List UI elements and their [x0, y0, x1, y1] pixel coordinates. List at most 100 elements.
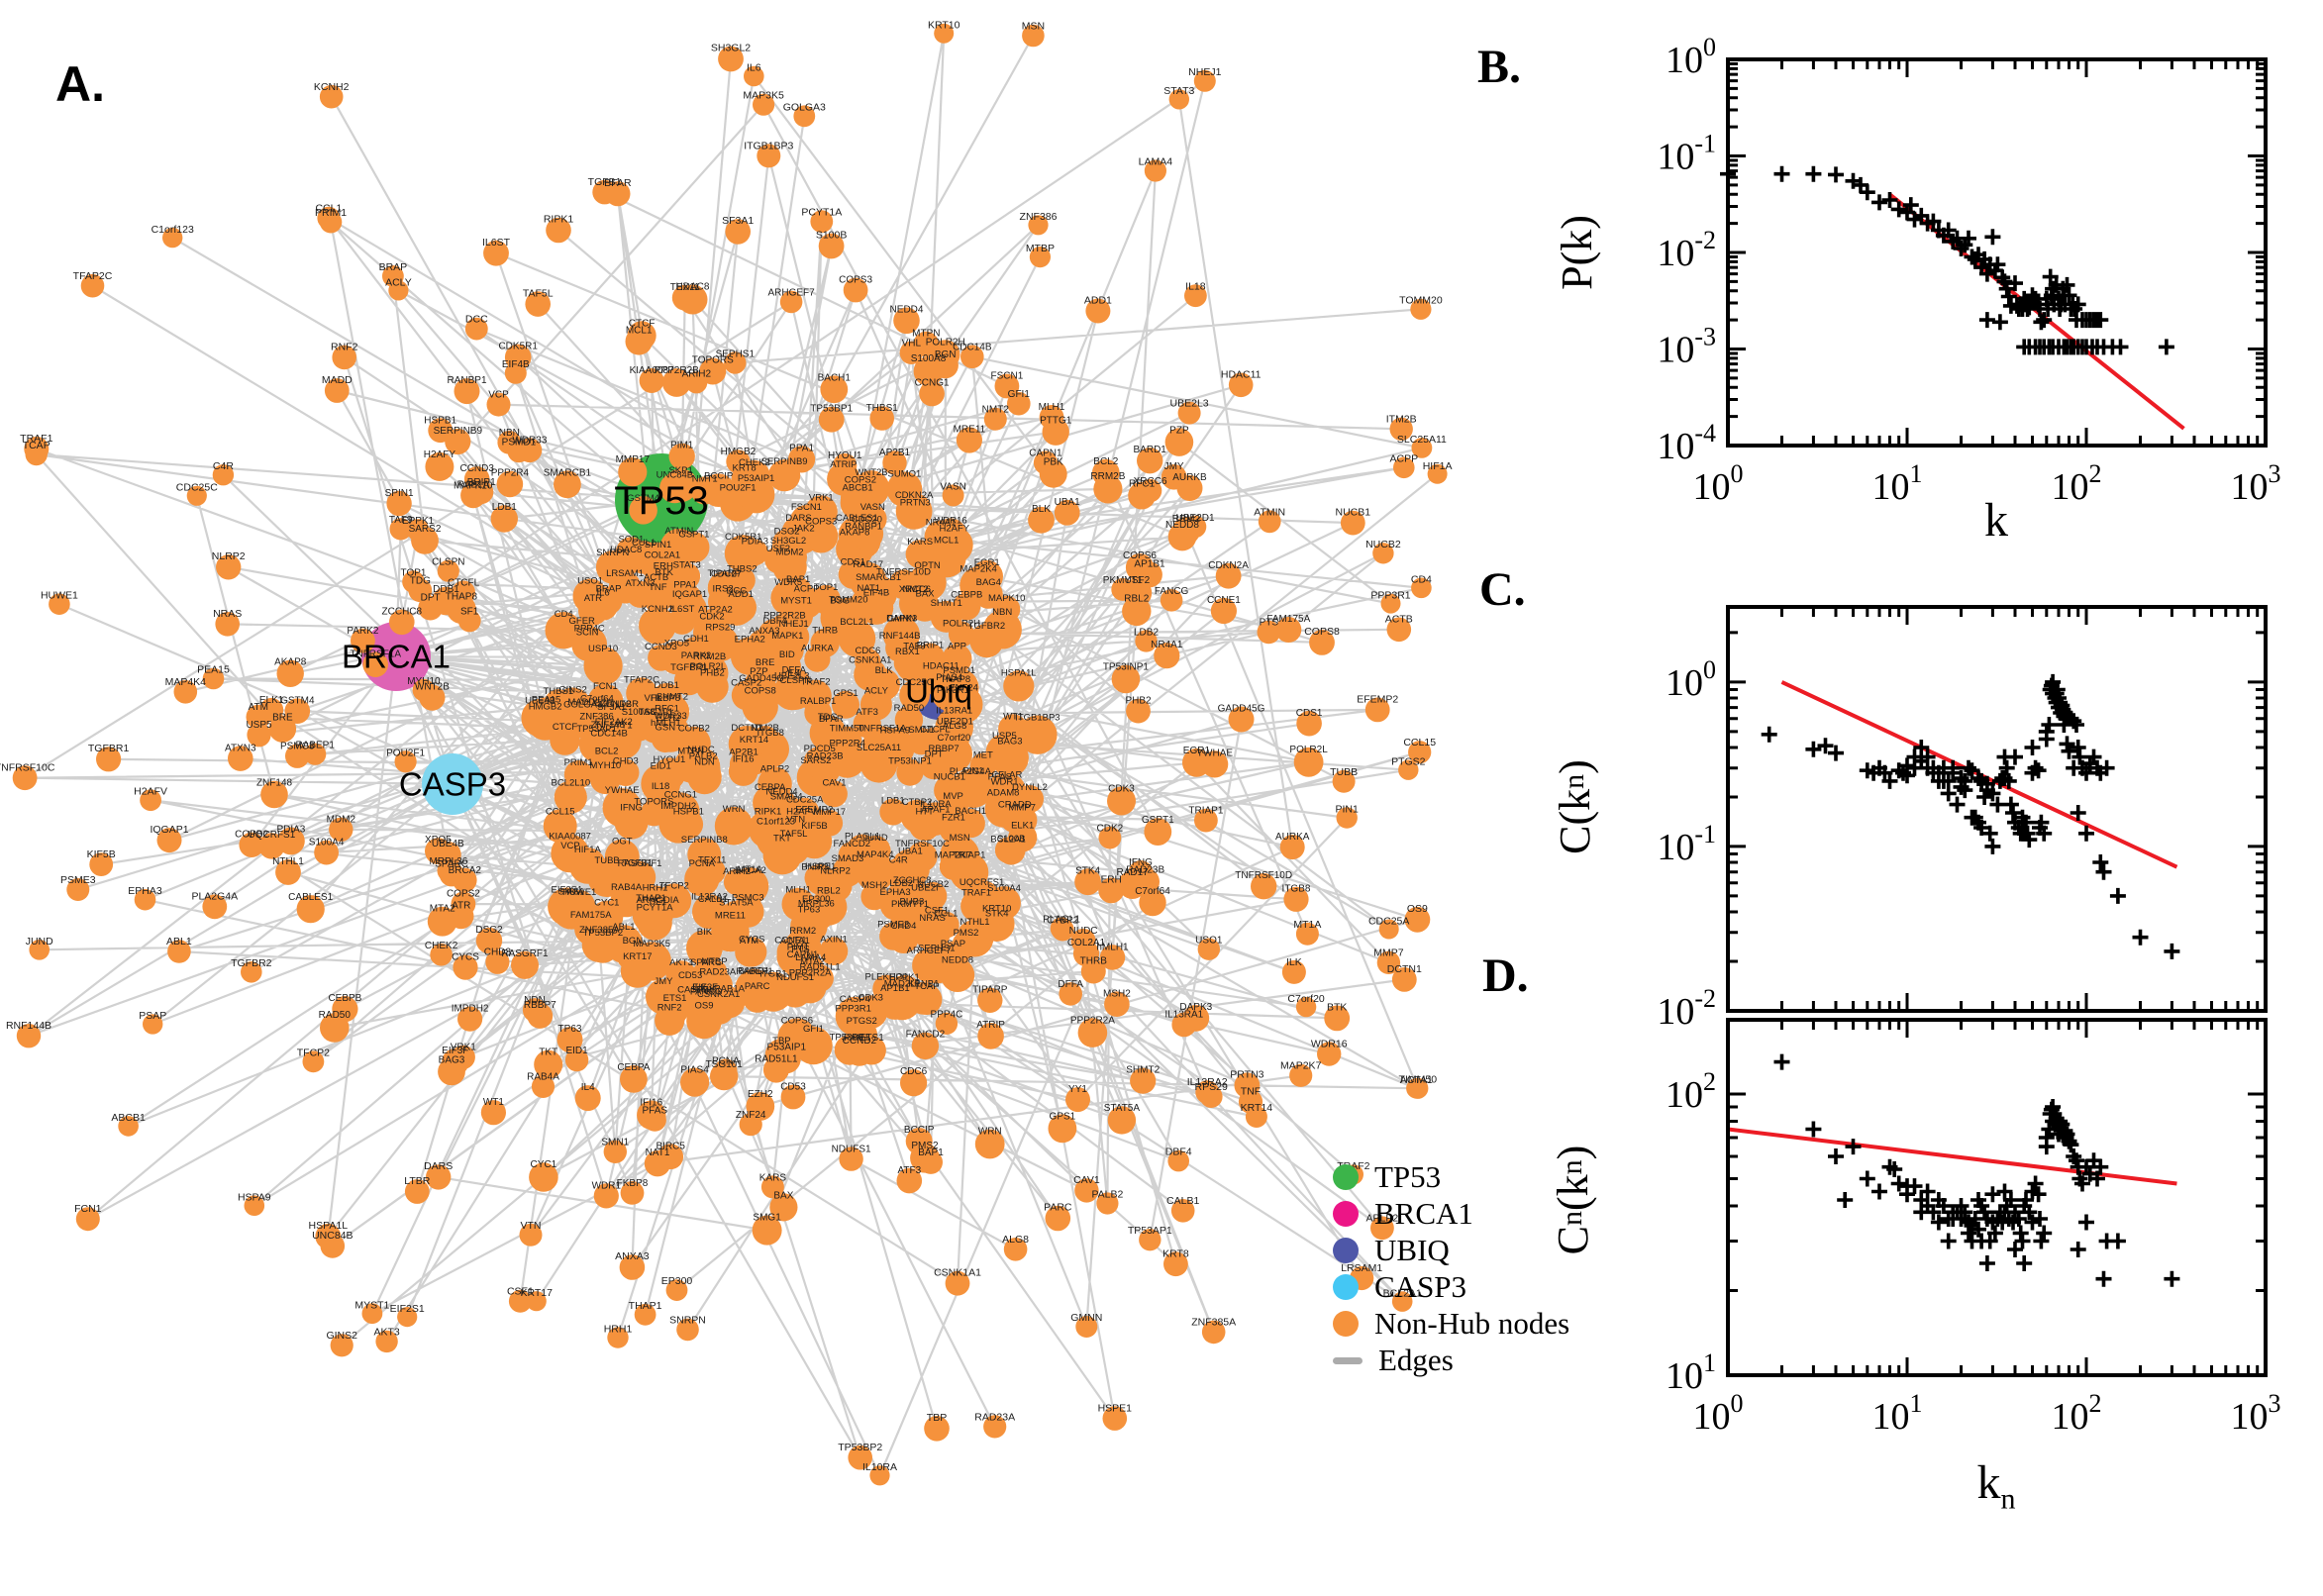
svg-text:S100A4: S100A4: [309, 838, 345, 848]
svg-text:CD4: CD4: [1411, 574, 1432, 586]
svg-text:SF3A1: SF3A1: [722, 215, 754, 227]
svg-text:IL4: IL4: [581, 1082, 595, 1093]
svg-text:WDR33: WDR33: [512, 435, 547, 446]
svg-text:CCL1: CCL1: [315, 203, 342, 215]
svg-text:ATF3: ATF3: [897, 1165, 921, 1176]
svg-text:ILK: ILK: [1286, 956, 1302, 968]
svg-text:NR4A1: NR4A1: [926, 517, 957, 528]
svg-text:ZNF148: ZNF148: [591, 720, 625, 731]
svg-text:WDR5: WDR5: [774, 577, 802, 588]
svg-text:WNT2B: WNT2B: [415, 682, 450, 693]
svg-text:C1orf123: C1orf123: [757, 817, 795, 828]
svg-text:AKT3: AKT3: [373, 1327, 399, 1339]
svg-text:FCN1: FCN1: [74, 1203, 102, 1215]
svg-text:BLK: BLK: [1032, 504, 1051, 515]
protein-network-panel: MDM2 ATM CHEK2 RAD50 BARD1 TP53BP1 MSH2 MRE11 NB…: [0, 20, 1452, 1486]
svg-text:NDUFS1: NDUFS1: [776, 972, 814, 983]
svg-text:EPHA2: EPHA2: [735, 635, 765, 646]
svg-text:RAD51L1: RAD51L1: [799, 961, 840, 972]
svg-text:MDM2: MDM2: [327, 815, 356, 826]
svg-text:MAP2K4: MAP2K4: [960, 563, 997, 574]
svg-text:MTPN: MTPN: [912, 329, 940, 340]
svg-text:EIF4B: EIF4B: [863, 587, 889, 598]
svg-text:TP53BP2: TP53BP2: [838, 1442, 882, 1453]
svg-text:EIF2S1: EIF2S1: [390, 1303, 425, 1315]
svg-text:KCNH2: KCNH2: [314, 81, 350, 93]
plot-frame: [1726, 605, 2268, 1013]
svg-text:NAT1: NAT1: [858, 583, 881, 594]
svg-text:SOD1: SOD1: [618, 534, 644, 545]
svg-text:THAP8: THAP8: [446, 591, 478, 602]
svg-text:MVP: MVP: [943, 791, 963, 802]
svg-text:GFER: GFER: [569, 616, 596, 627]
svg-text:TGFBR2: TGFBR2: [968, 621, 1005, 632]
svg-text:CDC25C: CDC25C: [896, 677, 934, 688]
svg-text:MRE11: MRE11: [954, 424, 986, 435]
svg-text:GADD45G: GADD45G: [739, 673, 783, 684]
svg-text:hMLH1: hMLH1: [1096, 942, 1129, 952]
svg-text:FANCD2: FANCD2: [906, 1030, 946, 1041]
svg-text:APP: APP: [948, 641, 966, 651]
svg-text:VRK1: VRK1: [809, 492, 834, 503]
svg-text:HSPE1: HSPE1: [1098, 1402, 1133, 1414]
svg-text:BNIP3L: BNIP3L: [801, 862, 834, 873]
svg-text:MRE11: MRE11: [715, 910, 746, 921]
svg-text:CDK3: CDK3: [1108, 783, 1135, 794]
svg-text:TNFRSF10C: TNFRSF10C: [0, 761, 55, 773]
svg-text:PALB2: PALB2: [689, 750, 718, 761]
svg-text:SHMT1: SHMT1: [931, 598, 962, 609]
svg-text:BSG: BSG: [830, 596, 850, 607]
legend-label: Edges: [1378, 1343, 1454, 1377]
svg-text:MADD: MADD: [567, 697, 595, 708]
svg-text:ADAM8: ADAM8: [987, 788, 1020, 799]
svg-text:HSPA1L: HSPA1L: [309, 1220, 349, 1232]
tick-label: 10-3: [1657, 323, 1716, 371]
svg-text:IL6: IL6: [747, 62, 761, 74]
svg-text:CEBPA: CEBPA: [617, 1062, 650, 1073]
svg-text:ATR: ATR: [452, 901, 470, 912]
svg-text:S100A8: S100A8: [911, 353, 947, 364]
svg-text:TNF: TNF: [649, 582, 667, 593]
svg-text:PPP2R2B: PPP2R2B: [655, 365, 699, 376]
svg-text:PZP: PZP: [1169, 425, 1189, 436]
svg-text:TFCP2: TFCP2: [297, 1047, 330, 1058]
subscript: n: [2000, 1482, 2016, 1516]
svg-text:SF1: SF1: [460, 607, 479, 618]
svg-text:ATF3: ATF3: [856, 707, 878, 718]
svg-text:BRAP: BRAP: [379, 261, 408, 273]
svg-text:CDC27: CDC27: [711, 569, 742, 580]
svg-text:FSCN1: FSCN1: [991, 371, 1024, 382]
svg-text:ITGB1BP3: ITGB1BP3: [744, 140, 793, 151]
svg-text:TRAF2: TRAF2: [800, 677, 830, 688]
svg-text:HMGB2: HMGB2: [529, 702, 562, 713]
svg-text:STAT3: STAT3: [673, 560, 701, 571]
tick-label: 102: [2052, 459, 2102, 508]
panel-b-label: B.: [1477, 41, 1522, 93]
svg-text:GMNN: GMNN: [887, 614, 916, 625]
svg-text:PPP2R2A: PPP2R2A: [1070, 1015, 1115, 1026]
svg-text:BRIP1: BRIP1: [467, 477, 496, 488]
svg-text:ATRIP: ATRIP: [830, 459, 857, 470]
svg-text:TP53BP1: TP53BP1: [830, 1032, 870, 1043]
svg-text:CLSPN: CLSPN: [780, 675, 812, 686]
svg-text:STAT5A: STAT5A: [1104, 1103, 1141, 1114]
svg-text:CDC6: CDC6: [900, 1066, 928, 1077]
legend-item-casp3: CASP3: [1333, 1269, 1569, 1304]
svg-text:SEPHS1: SEPHS1: [918, 943, 956, 953]
svg-text:NUCB2: NUCB2: [917, 879, 949, 890]
svg-text:IFI16: IFI16: [640, 1098, 662, 1109]
svg-text:DCC: DCC: [465, 314, 488, 326]
svg-text:CSNK2A1: CSNK2A1: [697, 989, 740, 1000]
svg-text:PLEKHO1: PLEKHO1: [864, 972, 908, 983]
svg-text:AURKA: AURKA: [1275, 832, 1310, 843]
svg-text:BFAR: BFAR: [819, 714, 844, 725]
svg-text:RAD23B: RAD23B: [1126, 864, 1164, 875]
svg-text:ATXN3: ATXN3: [625, 578, 655, 589]
svg-text:PMS2: PMS2: [954, 928, 979, 939]
svg-text:MAPK1: MAPK1: [771, 631, 803, 642]
svg-text:PSME3: PSME3: [877, 920, 909, 931]
svg-text:POLR2H: POLR2H: [926, 337, 965, 348]
svg-text:HSPA9: HSPA9: [880, 725, 910, 736]
svg-text:ACLY: ACLY: [864, 686, 889, 697]
svg-text:IL6ST: IL6ST: [669, 604, 695, 615]
